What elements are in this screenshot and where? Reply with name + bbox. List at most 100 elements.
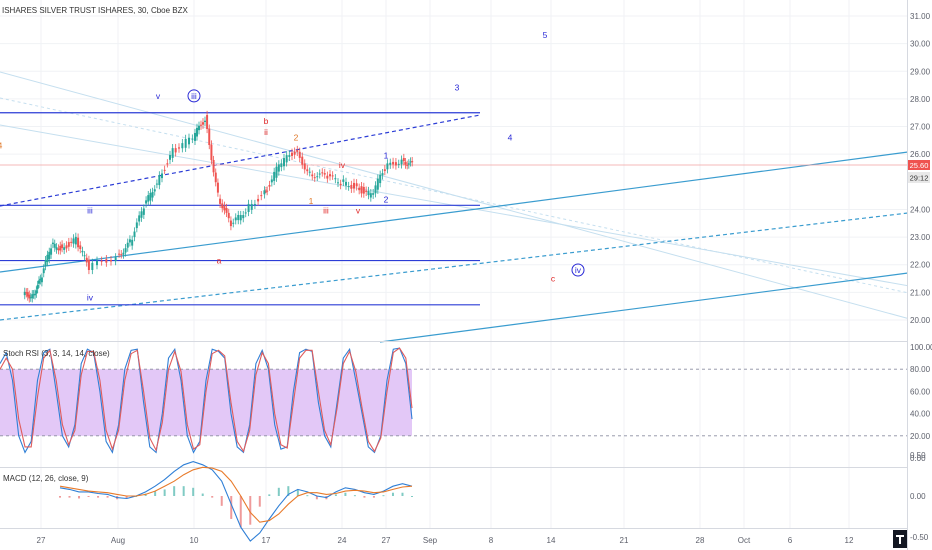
wave-label: v bbox=[156, 91, 161, 101]
candle-body bbox=[273, 171, 276, 181]
candle-body bbox=[51, 242, 54, 245]
candle-body bbox=[44, 260, 47, 267]
candle-body bbox=[306, 169, 309, 172]
candle-body bbox=[372, 193, 375, 195]
candle-body bbox=[31, 294, 34, 299]
candle-body bbox=[347, 186, 350, 188]
candle-body bbox=[178, 147, 180, 149]
macd-histogram-bar bbox=[401, 492, 404, 496]
candle-body bbox=[293, 151, 296, 155]
wave-labels: v iii iii iv 3 5 4 1 2 iv bii 2 4 iv i 1 iii v a c bbox=[0, 30, 585, 303]
last-price-tag bbox=[908, 160, 930, 170]
candle-body bbox=[118, 253, 121, 255]
price-tick-label: 30.00 bbox=[910, 40, 931, 49]
time-tick-label: 27 bbox=[382, 536, 391, 545]
candle-body bbox=[260, 195, 263, 197]
candle-body bbox=[65, 245, 68, 249]
time-tick-label: 6 bbox=[788, 536, 793, 545]
candle-body bbox=[409, 161, 412, 163]
candle-body bbox=[268, 184, 271, 187]
macd-histogram-bar bbox=[363, 496, 366, 498]
wave-label: iii bbox=[323, 206, 329, 216]
wave-label: 4 bbox=[0, 141, 3, 151]
macd-histogram-bar bbox=[106, 496, 109, 498]
time-tick-label: Aug bbox=[111, 536, 125, 545]
price-tick-label: 27.00 bbox=[910, 123, 931, 132]
trendline-channel-mid bbox=[0, 151, 909, 273]
candle-body bbox=[208, 128, 211, 146]
macd-histogram-bar bbox=[173, 486, 176, 496]
wave-label: 1 bbox=[384, 150, 389, 160]
wave-label: 4 bbox=[508, 132, 513, 142]
candle-body bbox=[374, 185, 377, 194]
trendline-channel-top bbox=[0, 114, 481, 207]
trendline-channel-bottom bbox=[379, 272, 909, 343]
tradingview-logo[interactable] bbox=[893, 530, 907, 548]
candle-body bbox=[133, 231, 136, 238]
grid bbox=[0, 0, 908, 528]
time-tick-label: 21 bbox=[620, 536, 629, 545]
candle-body bbox=[188, 137, 190, 145]
candle-body bbox=[91, 262, 94, 270]
candle-body bbox=[407, 163, 410, 165]
wave-label: b bbox=[264, 116, 269, 126]
macd-histogram-bar bbox=[315, 496, 318, 500]
time-tick-label: 27 bbox=[37, 536, 46, 545]
price-tick-label: 24.00 bbox=[910, 205, 931, 214]
macd-histogram-bar bbox=[277, 487, 280, 496]
candle-body bbox=[280, 163, 283, 168]
candle-body bbox=[29, 297, 32, 299]
candle-body bbox=[67, 242, 70, 247]
candle-body bbox=[25, 292, 28, 294]
candle-body bbox=[221, 203, 224, 209]
candle-body bbox=[114, 257, 117, 262]
candle-body bbox=[110, 260, 112, 262]
time-tick-label: Sep bbox=[423, 536, 438, 545]
price-scale[interactable] bbox=[908, 0, 932, 550]
candle-body bbox=[140, 211, 143, 218]
candle-body bbox=[237, 214, 240, 221]
candle-body bbox=[55, 247, 58, 250]
macd-histogram-bar bbox=[125, 496, 128, 499]
time-tick-label: 8 bbox=[489, 536, 494, 545]
candle-body bbox=[355, 183, 358, 187]
candle-body bbox=[124, 248, 127, 253]
candle-body bbox=[70, 241, 73, 243]
wave-label: 2 bbox=[294, 132, 299, 142]
candle-body bbox=[171, 148, 174, 158]
time-axis[interactable]: 27 Aug 10 17 24 27 Sep 8 14 21 28 Oct 6 12 bbox=[37, 536, 854, 545]
trendlines bbox=[0, 71, 932, 343]
candle-body bbox=[216, 182, 219, 193]
candle-body bbox=[358, 187, 361, 191]
macd-histogram-bar bbox=[306, 495, 309, 497]
stoch-tick-label: 100.00 bbox=[910, 343, 932, 352]
candle-body bbox=[283, 158, 285, 167]
candle-body bbox=[247, 203, 250, 213]
candle-body bbox=[96, 260, 98, 266]
candle-body bbox=[212, 159, 215, 173]
candle-body bbox=[153, 189, 156, 192]
candle-body bbox=[100, 260, 103, 262]
candle-body bbox=[151, 191, 154, 198]
candle-body bbox=[163, 169, 166, 171]
wave-label: iv bbox=[87, 293, 94, 303]
macd-histogram-bar bbox=[192, 487, 195, 496]
stoch-tick-label: 20.00 bbox=[910, 432, 931, 441]
time-tick-label: 14 bbox=[547, 536, 556, 545]
candle-body bbox=[105, 259, 108, 263]
candle-body bbox=[149, 192, 152, 201]
stoch-line-pct-d bbox=[0, 347, 413, 453]
macd-histogram-bar bbox=[87, 496, 90, 497]
candle-body bbox=[83, 255, 86, 257]
candle-body bbox=[184, 138, 187, 148]
candle-body bbox=[360, 186, 363, 194]
candle-body bbox=[263, 190, 266, 195]
macd-tick-label: 0.50 bbox=[910, 451, 926, 460]
price-series bbox=[23, 110, 414, 303]
macd-histogram-bar bbox=[68, 496, 71, 498]
countdown-label: 29:12 bbox=[910, 174, 929, 183]
candle-body bbox=[285, 155, 288, 163]
candle-body bbox=[214, 172, 217, 183]
candle-body bbox=[191, 138, 194, 140]
